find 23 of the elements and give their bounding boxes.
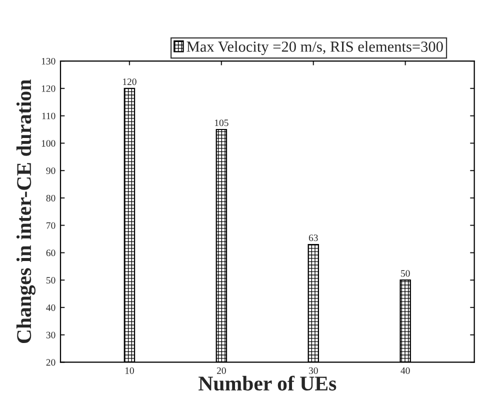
y-tick-label: 60 bbox=[46, 250, 56, 256]
x-tick-label: 40 bbox=[400, 367, 410, 374]
y-tick-label: 120 bbox=[42, 85, 56, 92]
y-tick-label: 30 bbox=[46, 332, 56, 338]
y-tick-label: 130 bbox=[42, 58, 56, 65]
y-tick-label: 50 bbox=[46, 277, 56, 284]
y-tick-label: 100 bbox=[42, 140, 56, 147]
data-label: 120 bbox=[123, 78, 136, 86]
x-tick-label: 30 bbox=[308, 367, 318, 374]
data-label: 105 bbox=[214, 120, 228, 126]
y-axis-title: Changes in inter-CE duration bbox=[16, 80, 36, 344]
data-label: 63 bbox=[308, 234, 318, 242]
legend-label: Max Velocity =20 m/s, RIS elements=300 bbox=[186, 41, 443, 55]
data-label: 50 bbox=[401, 270, 410, 277]
y-tick-label: 90 bbox=[46, 167, 56, 174]
y-tick-label: 20 bbox=[46, 359, 56, 366]
x-tick-label: 10 bbox=[125, 367, 134, 374]
y-tick-label: 40 bbox=[46, 304, 56, 311]
y-tick-label: 110 bbox=[42, 112, 56, 120]
y-tick-label: 70 bbox=[46, 222, 56, 229]
x-tick-label: 20 bbox=[216, 367, 226, 374]
y-tick-label: 80 bbox=[46, 194, 56, 202]
x-axis-title: Number of UEs bbox=[198, 376, 336, 391]
